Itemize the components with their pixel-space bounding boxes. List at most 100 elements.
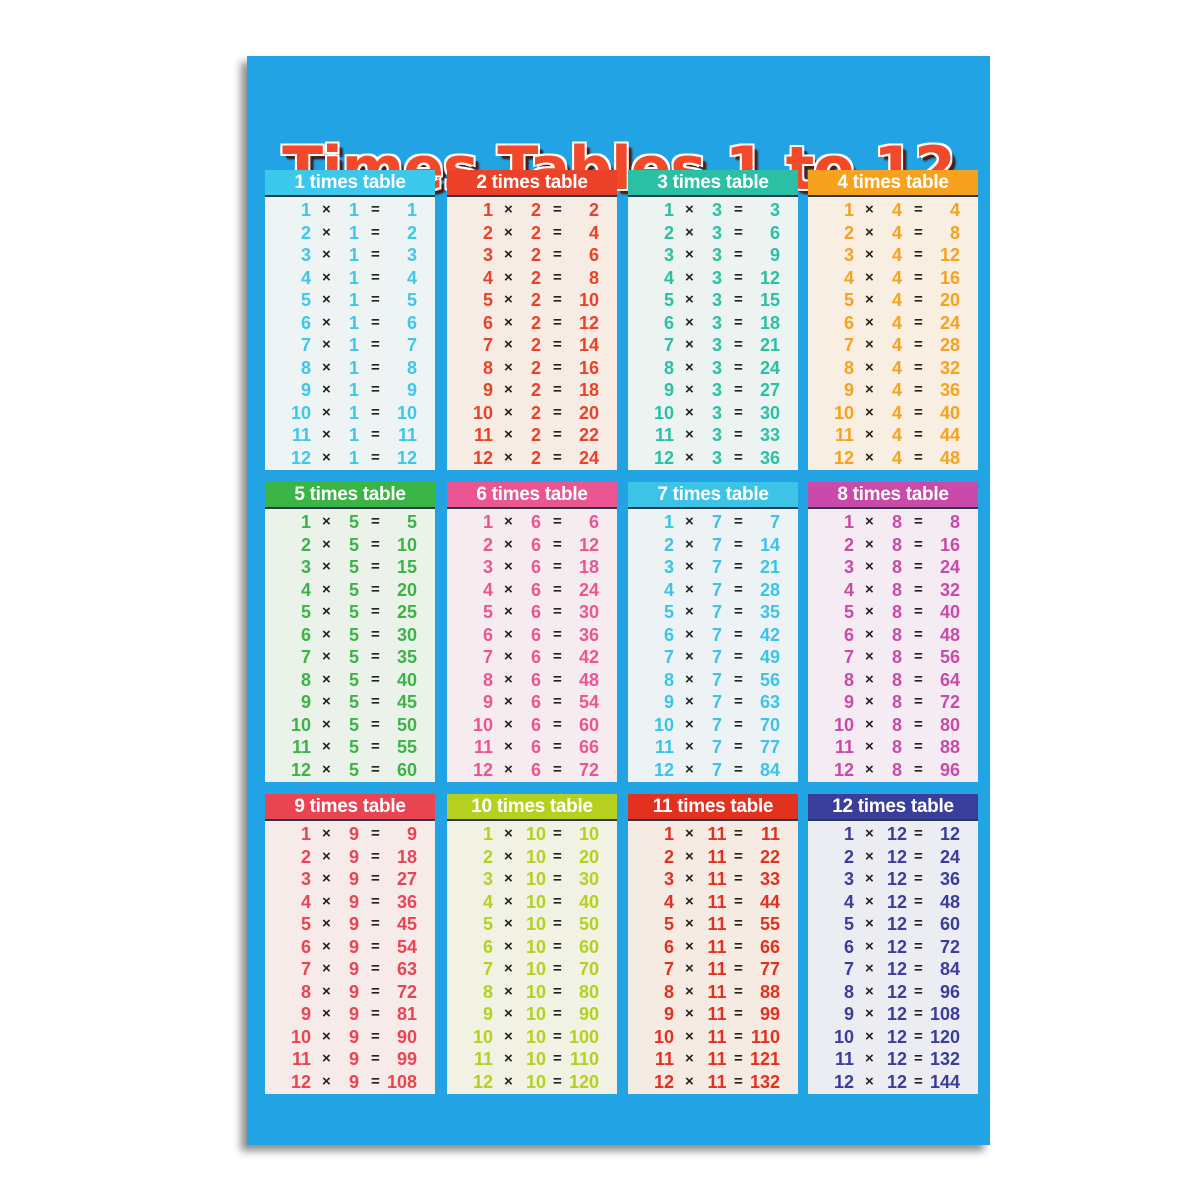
card-body: 1 × 8 = 8 2 × 8 = 16 3 × 8 = 24 4 × 8 = 32 5 × 8 = 40 6 × 8 = 48 7 × 8 = 5…: [808, 509, 978, 782]
equals-sign: =: [734, 892, 743, 910]
product: 110: [750, 1026, 780, 1047]
multiplier: 7: [711, 534, 722, 555]
times-sign: ×: [865, 403, 874, 421]
multiplier: 9: [348, 891, 359, 912]
equals-sign: =: [553, 960, 562, 977]
product: 60: [578, 714, 599, 735]
table-row: 12 × 5 = 60: [265, 759, 435, 782]
equals-sign: =: [553, 915, 562, 932]
multiplicand: 10: [472, 1026, 493, 1047]
table-row: 7 × 11 = 77: [628, 958, 798, 981]
table-row: 11 × 8 = 88: [808, 736, 978, 759]
multiplier: 1: [348, 357, 359, 378]
times-table-card: 7 times table 1 × 7 = 7 2 × 7 = 14 3 × 7 = 21 4 × 7 = 28 5 × 7 =…: [628, 482, 798, 782]
times-sign: ×: [685, 625, 694, 643]
equals-sign: =: [371, 760, 380, 778]
equals-sign: =: [914, 847, 923, 865]
multiplicand: 3: [663, 245, 674, 265]
equals-sign: =: [914, 381, 923, 398]
times-sign: ×: [504, 448, 513, 466]
product: 20: [396, 579, 417, 600]
times-sign: ×: [685, 960, 694, 977]
product: 99: [759, 1004, 780, 1024]
multiplicand: 1: [482, 512, 493, 532]
product: 56: [939, 647, 960, 667]
multiplier: 8: [891, 579, 902, 600]
multiplicand: 3: [482, 245, 493, 265]
multiplicand: 3: [843, 245, 854, 265]
times-sign: ×: [685, 693, 694, 710]
multiplier: 9: [348, 981, 359, 1002]
product: 63: [396, 959, 417, 979]
card-body: 1 × 1 = 1 2 × 1 = 2 3 × 1 = 3 4 × 1 = 4 5 × 1 = 5 6 × 1 = 6 7 × 1 = 7 8 × 1 = 8…: [265, 197, 435, 470]
multiplier: 7: [711, 557, 722, 577]
table-row: 9 × 3 = 27: [628, 379, 798, 402]
equals-sign: =: [371, 426, 380, 443]
multiplier: 8: [891, 737, 902, 757]
multiplicand: 5: [843, 914, 854, 934]
multiplicand: 2: [482, 222, 493, 243]
multiplier: 7: [711, 759, 722, 780]
multiplier: 7: [711, 602, 722, 622]
product: 88: [759, 981, 780, 1002]
times-sign: ×: [685, 381, 694, 398]
table-row: 5 × 3 = 15: [628, 289, 798, 312]
multiplier: 10: [525, 914, 547, 934]
multiplier: 4: [891, 335, 902, 355]
multiplicand: 9: [843, 1004, 854, 1024]
product: 3: [769, 200, 780, 220]
equals-sign: =: [371, 268, 380, 286]
table-row: 10 × 12 = 120: [808, 1026, 978, 1049]
times-sign: ×: [685, 670, 694, 688]
table-row: 6 × 10 = 60: [447, 936, 617, 959]
times-sign: ×: [504, 1005, 513, 1022]
table-row: 11 × 1 = 11: [265, 424, 435, 447]
equals-sign: =: [914, 625, 923, 643]
equals-sign: =: [914, 358, 923, 376]
times-sign: ×: [322, 960, 331, 977]
multiplier: 4: [891, 267, 902, 288]
equals-sign: =: [371, 982, 380, 1000]
multiplicand: 6: [663, 936, 674, 957]
equals-sign: =: [553, 1027, 562, 1045]
multiplicand: 9: [843, 692, 854, 712]
multiplier: 4: [891, 380, 902, 400]
product: 14: [578, 335, 599, 355]
times-sign: ×: [685, 648, 694, 665]
times-sign: ×: [865, 223, 874, 241]
times-sign: ×: [322, 1027, 331, 1045]
times-sign: ×: [504, 847, 513, 865]
multiplier: 11: [707, 846, 727, 867]
equals-sign: =: [553, 313, 562, 331]
multiplier: 1: [348, 222, 359, 243]
multiplicand: 2: [482, 534, 493, 555]
multiplier: 9: [348, 824, 359, 844]
product: 5: [406, 512, 417, 532]
multiplicand: 7: [482, 335, 493, 355]
table-row: 2 × 2 = 4: [447, 222, 617, 245]
table-row: 5 × 9 = 45: [265, 913, 435, 936]
multiplicand: 10: [290, 1026, 311, 1047]
multiplicand: 6: [663, 624, 674, 645]
equals-sign: =: [734, 648, 743, 665]
product: 48: [578, 669, 599, 690]
multiplier: 3: [711, 425, 722, 445]
multiplicand: 1: [482, 824, 493, 844]
equals-sign: =: [371, 448, 380, 466]
multiplier: 10: [525, 846, 547, 867]
multiplier: 4: [891, 357, 902, 378]
multiplier: 1: [348, 402, 359, 423]
table-row: 5 × 8 = 40: [808, 601, 978, 624]
multiplier: 1: [348, 267, 359, 288]
multiplicand: 4: [300, 579, 311, 600]
card-body: 1 × 12 = 12 2 × 12 = 24 3 × 12 = 36 4 × 12 = 48 5 × 12 = 60 6 × 12 =…: [808, 821, 978, 1094]
times-sign: ×: [504, 625, 513, 643]
product: 27: [759, 380, 780, 400]
times-sign: ×: [504, 892, 513, 910]
multiplier: 6: [530, 759, 541, 780]
table-row: 1 × 3 = 3: [628, 199, 798, 222]
multiplier: 6: [530, 692, 541, 712]
times-sign: ×: [685, 870, 694, 887]
product: 88: [939, 737, 960, 757]
table-row: 10 × 5 = 50: [265, 714, 435, 737]
